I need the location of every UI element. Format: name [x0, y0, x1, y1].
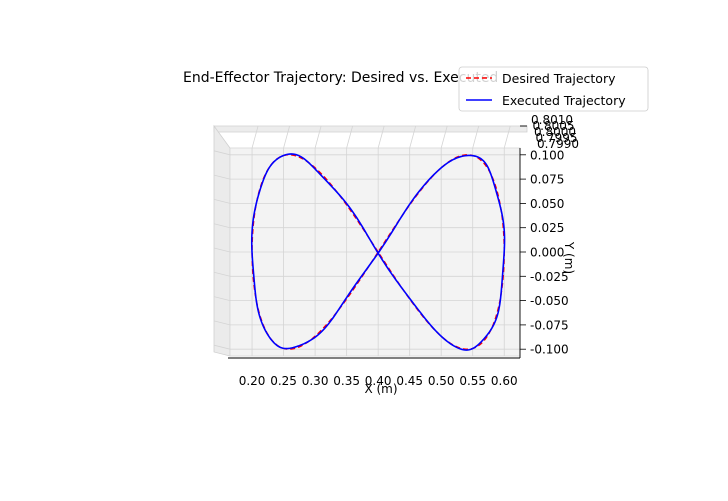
- z-tick-label: 0.7995: [536, 131, 578, 145]
- z-tick-label: 0.8005: [533, 119, 575, 133]
- y-tick-label: 0.100: [530, 148, 564, 162]
- axis-lines: [228, 125, 527, 359]
- x-tick-label: 0.55: [459, 374, 486, 388]
- y-axis-label: Y (m): [562, 241, 576, 274]
- grid-line-y-side: [213, 247, 231, 253]
- x-tick-label: 0.20: [239, 374, 266, 388]
- y-tick-label: 0.025: [530, 221, 564, 235]
- z-tick-label: 0.8010: [531, 113, 573, 127]
- grid-line-x-back: [251, 125, 259, 149]
- grid-line-x-back: [346, 125, 354, 149]
- x-tick-label: 0.25: [270, 374, 297, 388]
- y-tick-label: -0.100: [530, 343, 569, 357]
- x-axis-label: X (m): [364, 382, 397, 396]
- y-tick-label: 0.075: [530, 173, 564, 187]
- x-tick-label: 0.60: [491, 374, 518, 388]
- y-tick-label: -0.025: [530, 270, 569, 284]
- grid-line-y-side: [213, 199, 231, 204]
- grid-line-y-side: [213, 223, 231, 229]
- grid-line-x-back: [440, 125, 448, 149]
- y-tick-label: 0.000: [530, 246, 564, 260]
- legend-label-executed: Executed Trajectory: [502, 93, 626, 108]
- grid-line-x-back: [314, 125, 322, 149]
- grid-line-y-side: [213, 271, 231, 277]
- grid-line-x-back: [472, 125, 480, 149]
- grid-line-x-back: [409, 125, 417, 149]
- legend-box: [458, 66, 649, 112]
- grid-line-y-side: [213, 150, 231, 156]
- x-tick-label: 0.30: [302, 374, 329, 388]
- y-tick-label: -0.050: [530, 294, 569, 308]
- x-tick-label: 0.50: [428, 374, 455, 388]
- y-tick-label: -0.075: [530, 318, 569, 332]
- executed-trajectory-line: [250, 153, 506, 351]
- grid-line-y-side: [213, 174, 231, 180]
- x-tick-label: 0.40: [365, 374, 392, 388]
- trajectory-curves: [250, 153, 506, 351]
- grid-line-y-side: [213, 344, 231, 350]
- grid-line-y-side: [213, 296, 231, 301]
- y-tick-label: 0.050: [530, 197, 564, 211]
- y-tick-labels: 0.100 0.075 0.050 0.025 0.000 -0.025 -0.050 -0.…: [530, 148, 569, 356]
- grid-line-x-back: [377, 125, 385, 149]
- grid-line-x-back: [503, 125, 511, 149]
- x-tick-labels: 0.20 0.25 0.30 0.35 0.40 0.45 0.50 0.55 0.60: [239, 374, 518, 388]
- legend: Desired Trajectory Executed Trajectory: [458, 66, 649, 112]
- grid-line-x-back: [283, 125, 290, 149]
- x-tick-label: 0.45: [396, 374, 423, 388]
- z-tick-label: 0.8000: [534, 125, 576, 139]
- grid-line-y-side: [213, 320, 231, 326]
- x-tick-label: 0.35: [333, 374, 360, 388]
- back-pane: [213, 125, 528, 133]
- legend-label-desired: Desired Trajectory: [502, 71, 616, 86]
- z-tick-label: 0.7990: [537, 137, 579, 151]
- chart-title: End-Effector Trajectory: Desired vs. Exe…: [183, 70, 498, 86]
